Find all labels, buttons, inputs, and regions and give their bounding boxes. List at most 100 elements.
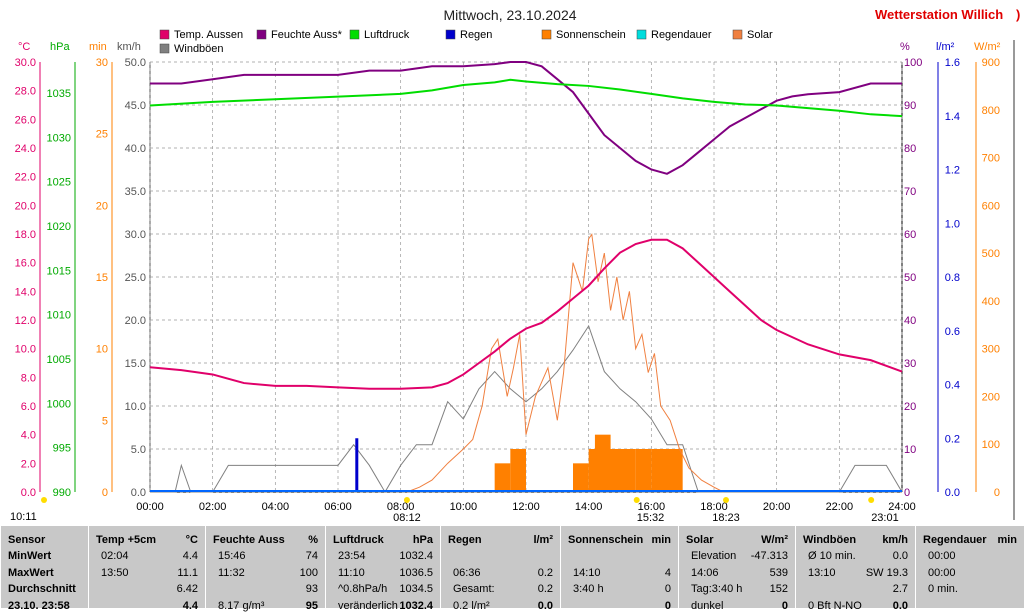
tick-label-time: 08:00 [387,501,415,513]
tick-label-rain: 1.0 [945,218,960,230]
legend-swatch [445,29,456,40]
tick-label-pct: 40 [904,315,916,327]
tick-label-press: 1010 [47,310,71,322]
legend-swatch [256,29,267,40]
statistics-table: Sensor MinWert MaxWert Durchschnitt 23.10. 2… [0,526,1024,612]
stats-header-unit: W/m² [761,534,788,546]
legend: Temp. Aussen Feuchte Auss* Luftdruck Regen S… [159,29,773,55]
tick-label-temp: 30.0 [15,57,36,69]
tick-label-time: 20:00 [763,501,791,513]
tick-label-press: 1035 [47,88,71,100]
stats-cell-time: 11:32 [218,566,245,579]
tick-label-kmh: 20.0 [125,315,146,327]
tick-label-min: 10 [96,344,108,356]
stats-header: Sonnenschein [568,534,644,546]
stats-cell-value: 11.1 [177,566,198,579]
stats-cell-time: 0 min. [928,583,958,595]
sunshine-bar [604,449,620,492]
series-pressure [149,78,903,118]
tick-label-solar: 900 [982,57,1000,69]
series-humidity [150,61,902,175]
tick-label-press: 1005 [47,354,71,366]
sunshine-bar [667,449,683,492]
stats-cell-value: 0.0 [892,550,908,562]
stats-cell-value: 539 [769,566,788,579]
tick-label-temp: 24.0 [15,143,36,155]
tick-label-min: 5 [102,415,108,427]
tick-label-temp: 16.0 [15,258,36,270]
tick-label-pct: 50 [904,272,916,284]
stats-header: Windböen [803,534,857,546]
tick-label-min: 25 [96,129,108,141]
stats-column: Solar W/m² Elevation -47.313 14:06 539 Tag:3:4… [678,526,795,612]
tick-label-time: 12:00 [512,501,540,513]
tick-label-min: 20 [96,200,108,212]
station-name: Wetterstation Willich [875,7,1003,22]
stats-cell-value: 4.4 [182,550,198,562]
stats-cell-value: 1032.4 [399,550,433,562]
tick-label-kmh: 40.0 [125,143,146,155]
tick-label-solar: 400 [982,296,1000,308]
tick-label-temp: 22.0 [15,172,36,184]
tick-label-pct: 10 [904,444,916,456]
stats-cell-value: 0.0 [892,599,908,612]
tick-label-min: 30 [96,57,108,69]
legend-swatch [349,29,360,40]
station-suffix: ) [1016,7,1020,22]
stats-cell-time: 02:04 [101,550,129,562]
series-solar [406,233,724,493]
unit-rain: l/m² [936,41,955,53]
stats-cell-value: 74 [305,550,318,562]
tick-label-rain: 1.6 [945,57,960,69]
stats-row-label: MaxWert [8,566,54,579]
tick-label-rain: 1.4 [945,111,960,123]
tick-label-press: 1020 [47,221,71,233]
sunshine-bar [494,463,511,492]
legend-label: Windböen [174,43,224,55]
tick-label-time: 02:00 [199,501,227,513]
tick-label-time: 10:00 [450,501,478,513]
stats-cell-value: 0.0 [537,599,553,612]
stats-cell-value: 0.2 [537,583,553,595]
tick-label-pct: 70 [904,186,916,198]
stats-header-unit: °C [185,534,198,546]
weather-chart: Mittwoch, 23.10.2024 Wetterstation Willi… [10,7,1020,524]
time-markers: 10:11 08:12 15:32 18:23 23:01 [10,497,899,524]
tick-label-pct: 0 [904,487,910,499]
tick-label-time: 18:00 [700,501,728,513]
tick-label-kmh: 35.0 [125,186,146,198]
legend-label: Luftdruck [364,29,410,41]
stats-header: Temp +5cm [96,534,157,546]
marker-dot-moon [868,497,875,503]
stats-cell-value: 4 [664,566,671,579]
stats-cell-time: Tag:3:40 h [691,583,743,595]
marker-dot-sunrise [403,497,410,503]
tick-label-rain: 0.8 [945,272,960,284]
tick-label-temp: 2.0 [21,458,36,470]
stats-cell-value: 0 [664,599,671,612]
stats-cell-value: 93 [305,583,318,595]
tick-label-pct: 30 [904,358,916,370]
tick-label-time: 24:00 [888,501,916,513]
tick-label-rain: 0.4 [945,380,960,392]
marker-dot-noon [633,497,640,503]
legend-label: Solar [747,29,773,41]
plot-area [149,61,903,493]
sunshine-bar [620,449,636,492]
axis-units: °C hPa min km/h % l/m² W/m² [18,41,1001,53]
stats-cell-value: SW 19.3 [865,566,908,579]
stats-cell-time: 14:06 [691,566,719,579]
stats-header: Sensor [8,534,46,546]
tick-label-kmh: 0.0 [131,487,146,499]
tick-label-press: 995 [53,443,71,455]
stats-cell-value: 4.4 [182,599,198,612]
legend-label: Temp. Aussen [174,29,243,41]
stats-cell-time: 13:10 [808,566,836,579]
tick-label-press: 1025 [47,177,71,189]
tick-label-time: 00:00 [136,501,164,513]
tick-label-kmh: 30.0 [125,229,146,241]
tick-label-kmh: 10.0 [125,401,146,413]
stats-header: Feuchte Auss [213,534,285,546]
tick-label-kmh: 25.0 [125,272,146,284]
tick-label-solar: 200 [982,391,1000,403]
